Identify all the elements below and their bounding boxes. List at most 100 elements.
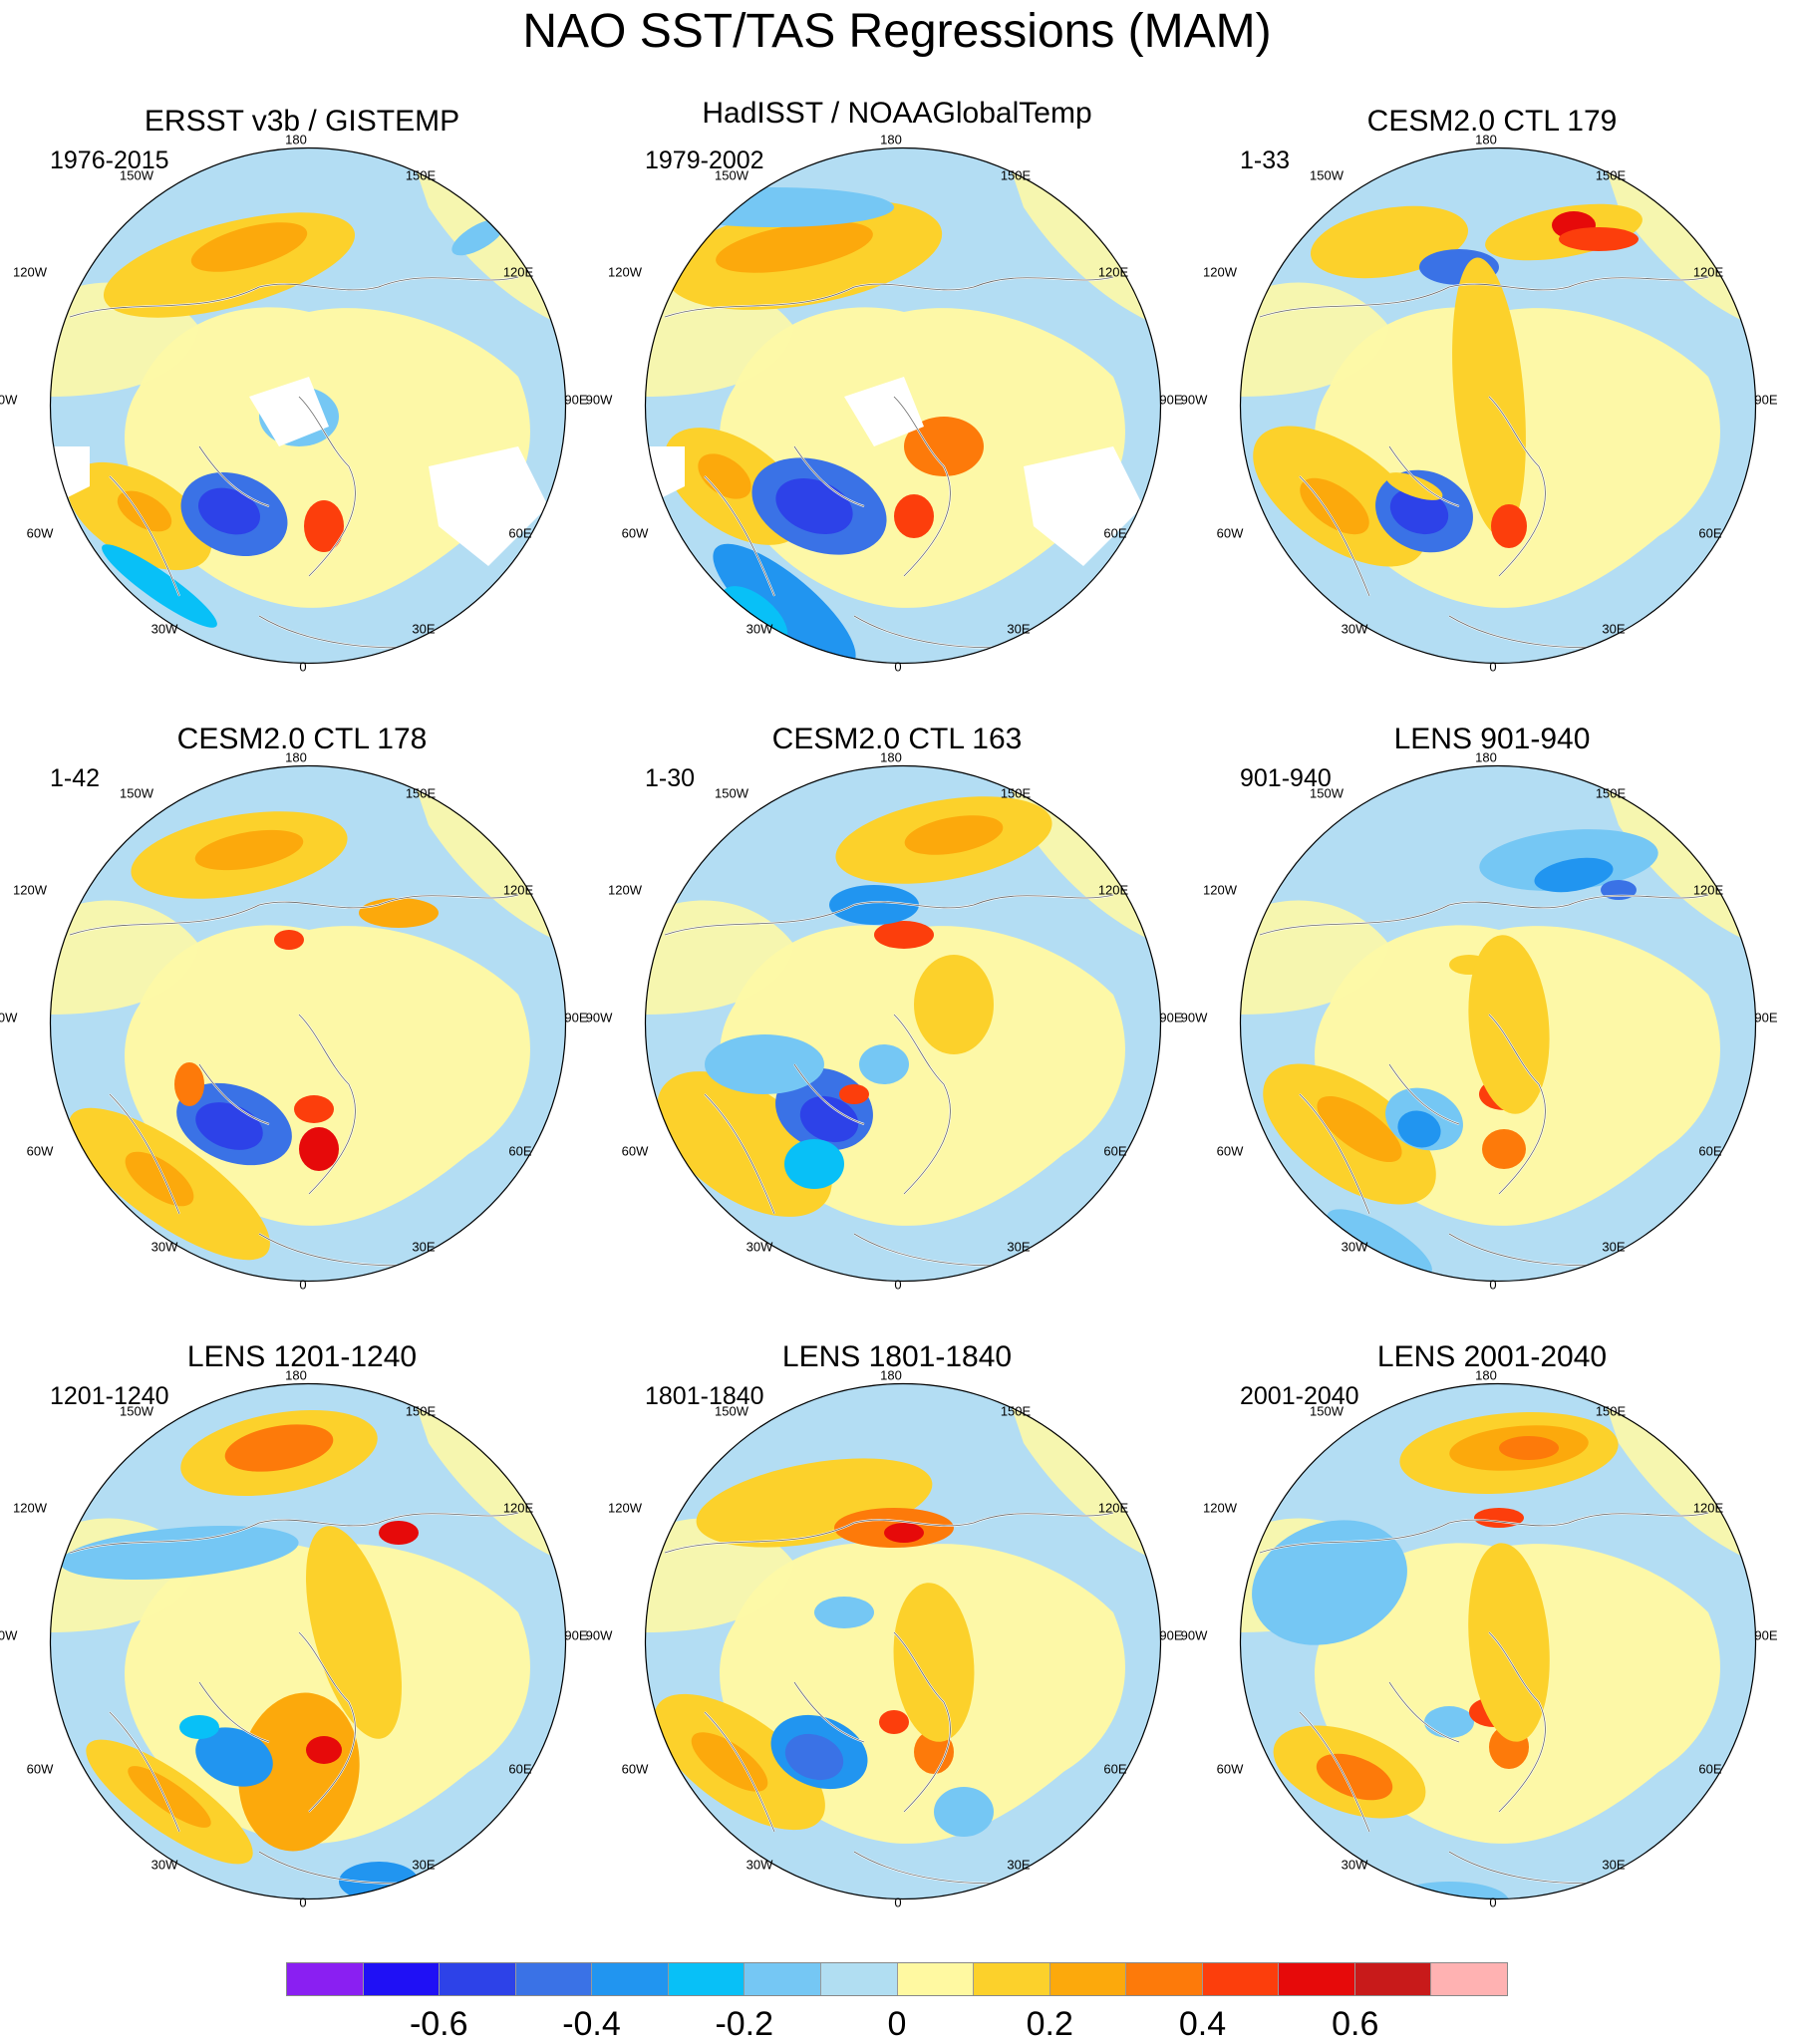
longitude-label: 30W bbox=[150, 1239, 178, 1255]
anomaly-contour bbox=[1424, 1706, 1474, 1738]
anomaly-contour bbox=[174, 1062, 204, 1106]
anomaly-contour bbox=[1499, 1436, 1559, 1460]
anomaly-contour bbox=[299, 1127, 339, 1171]
anomaly-contour bbox=[705, 1034, 824, 1094]
map-border bbox=[49, 764, 567, 1283]
colorbar-swatch bbox=[1049, 1963, 1127, 1995]
polar-map bbox=[644, 1382, 1162, 1900]
map-border bbox=[644, 146, 1162, 665]
longitude-label: 90W bbox=[585, 392, 613, 408]
longitude-label: 90E bbox=[1754, 1010, 1778, 1025]
anomaly-contour bbox=[1385, 472, 1443, 500]
panel-period: 1976-2015 bbox=[50, 146, 169, 174]
anomaly-contour bbox=[904, 815, 1004, 855]
anomaly-contour bbox=[874, 921, 934, 949]
map-border bbox=[644, 764, 1162, 1283]
coastline bbox=[1259, 1512, 1709, 1885]
longitude-label: 90W bbox=[0, 1010, 18, 1025]
longitude-label: 120W bbox=[608, 264, 642, 280]
colorbar-tick-label: -0.6 bbox=[409, 2005, 468, 2043]
panel-title: CESM2.0 CTL 178 bbox=[176, 723, 428, 755]
anomaly-contour bbox=[1482, 1129, 1526, 1169]
longitude-label: 120E bbox=[1692, 882, 1724, 898]
longitude-label: 30E bbox=[412, 1239, 436, 1255]
coastline bbox=[664, 276, 1114, 649]
longitude-label: 60E bbox=[1698, 1143, 1722, 1159]
anomaly-contour bbox=[716, 221, 873, 273]
longitude-label: 30E bbox=[1007, 1857, 1031, 1873]
longitude-label: 60E bbox=[1103, 1143, 1127, 1159]
longitude-label: 150E bbox=[1595, 785, 1627, 801]
longitude-label: 30E bbox=[1602, 621, 1626, 637]
anomaly-contour bbox=[713, 543, 856, 664]
anomaly-contour bbox=[775, 477, 853, 535]
coastline bbox=[69, 276, 519, 649]
anomaly-contour bbox=[655, 187, 894, 227]
longitude-label: 120E bbox=[1692, 1500, 1724, 1516]
longitude-label: 60W bbox=[621, 1761, 649, 1777]
coastline bbox=[69, 1512, 519, 1885]
longitude-label: 120E bbox=[1097, 264, 1129, 280]
map-panel: HadISST / NOAAGlobalTemp 1979-2002 180 150E… bbox=[586, 97, 1196, 715]
longitude-label: 90W bbox=[1180, 1010, 1208, 1025]
polar-map bbox=[49, 764, 567, 1283]
anomaly-contour bbox=[1317, 1095, 1402, 1163]
anomaly-contour bbox=[125, 1151, 194, 1207]
colorbar-swatch bbox=[287, 1963, 364, 1995]
panel-title: HadISST / NOAAGlobalTemp bbox=[702, 97, 1092, 130]
longitude-label: 120W bbox=[1203, 882, 1237, 898]
longitude-label: 30E bbox=[412, 621, 436, 637]
colorbar-swatch bbox=[1279, 1963, 1355, 1995]
longitude-label: 30W bbox=[1341, 621, 1368, 637]
polar-map bbox=[49, 146, 567, 665]
longitude-label: 90E bbox=[564, 1010, 588, 1025]
map-panel: LENS 1801-1840 1801-1840 180 150E 120E 90E 60E… bbox=[586, 1332, 1196, 1950]
longitude-label: 0 bbox=[299, 1895, 307, 1910]
weak-positive-region bbox=[645, 1383, 1161, 1632]
anomaly-contour bbox=[198, 487, 260, 535]
longitude-label: 180 bbox=[880, 132, 902, 147]
longitude-label: 60E bbox=[508, 1761, 532, 1777]
longitude-label: 90W bbox=[1180, 1627, 1208, 1643]
anomaly-contour bbox=[784, 1733, 844, 1781]
anomaly-contour bbox=[691, 1732, 768, 1792]
longitude-label: 180 bbox=[880, 749, 902, 765]
anomaly-contour bbox=[194, 829, 304, 871]
longitude-label: 150E bbox=[1000, 785, 1032, 801]
longitude-label: 180 bbox=[285, 132, 307, 147]
longitude-label: 180 bbox=[285, 749, 307, 765]
longitude-label: 120E bbox=[1692, 264, 1724, 280]
anomaly-contour bbox=[894, 494, 934, 538]
longitude-label: 120W bbox=[13, 882, 47, 898]
map-panel: CESM2.0 CTL 179 1-33 180 150E 120E 90E 60E 30E 0… bbox=[1181, 97, 1791, 715]
longitude-label: 150E bbox=[1595, 167, 1627, 183]
longitude-label: 120E bbox=[502, 264, 534, 280]
panel-title: LENS 1801-1840 bbox=[781, 1340, 1013, 1373]
anomaly-contour bbox=[304, 500, 344, 552]
longitude-label: 90E bbox=[1159, 1010, 1183, 1025]
longitude-label: 60E bbox=[508, 1143, 532, 1159]
longitude-label: 0 bbox=[1489, 659, 1497, 675]
longitude-label: 150E bbox=[405, 785, 437, 801]
colorbar-swatch bbox=[1126, 1963, 1203, 1995]
anomaly-contour bbox=[839, 1084, 869, 1104]
longitude-label: 90E bbox=[564, 1627, 588, 1643]
colorbar-swatch bbox=[1431, 1963, 1507, 1995]
longitude-label: 90E bbox=[1754, 1627, 1778, 1643]
colorbar-tick-label: 0 bbox=[887, 2005, 907, 2043]
longitude-label: 90W bbox=[585, 1627, 613, 1643]
longitude-label: 30W bbox=[1341, 1857, 1368, 1873]
polar-map bbox=[644, 146, 1162, 665]
longitude-label: 150W bbox=[715, 167, 748, 183]
anomaly-contour bbox=[859, 1044, 909, 1084]
colorbar-swatch bbox=[745, 1963, 821, 1995]
map-border bbox=[1239, 1382, 1757, 1900]
longitude-label: 150E bbox=[405, 1403, 437, 1419]
weak-positive-region bbox=[1240, 765, 1756, 1015]
anomaly-contour bbox=[1327, 1209, 1432, 1279]
panel-period: 1979-2002 bbox=[645, 146, 764, 174]
longitude-label: 60E bbox=[1698, 525, 1722, 541]
map-panel: LENS 901-940 901-940 180 150E 120E 90E 60E 30E 0… bbox=[1181, 715, 1791, 1332]
longitude-label: 90W bbox=[0, 392, 18, 408]
colorbar-swatch bbox=[668, 1963, 746, 1995]
